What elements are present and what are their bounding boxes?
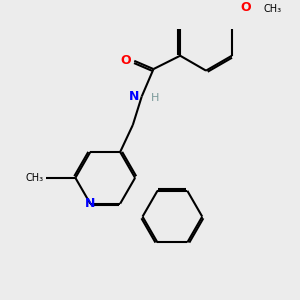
Text: N: N xyxy=(129,90,140,103)
Text: CH₃: CH₃ xyxy=(263,4,281,14)
Text: N: N xyxy=(85,197,95,210)
Text: H: H xyxy=(151,94,159,103)
Text: O: O xyxy=(241,1,251,14)
Text: CH₃: CH₃ xyxy=(26,173,44,183)
Text: O: O xyxy=(121,54,131,67)
